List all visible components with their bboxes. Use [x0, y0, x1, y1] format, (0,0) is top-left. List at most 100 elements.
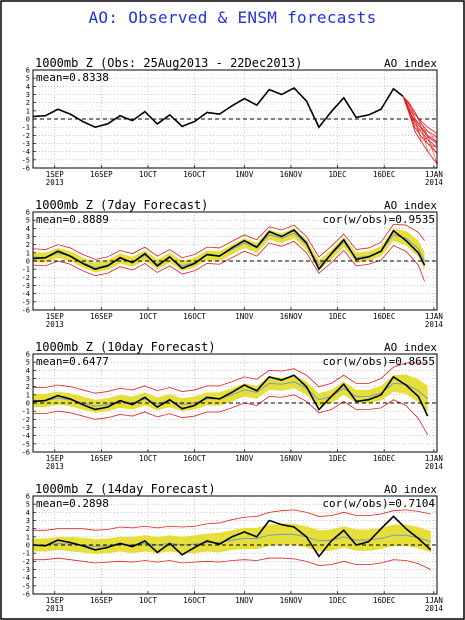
y-tick-label: -4	[22, 574, 30, 582]
x-tick-label: 1DEC	[329, 312, 347, 321]
y-tick-label: -4	[22, 432, 30, 440]
y-tick-label: 1	[26, 107, 30, 115]
observed-line	[32, 87, 404, 129]
x-tick-label: 16NOV	[280, 454, 303, 463]
x-tick-year-label: 2014	[425, 604, 444, 613]
y-tick-label: -5	[22, 298, 30, 306]
y-tick-label: 3	[26, 233, 30, 241]
y-tick-label: 6	[26, 67, 30, 75]
x-tick-label: 1DEC	[329, 170, 347, 179]
x-tick-label: 16OCT	[183, 596, 206, 605]
index-label: AO index	[384, 57, 437, 70]
x-tick-label: 1JAN	[425, 454, 443, 463]
forecast-cross-line	[421, 136, 428, 140]
y-tick-label: 3	[26, 517, 30, 525]
ensemble-mean-line	[32, 232, 426, 269]
x-tick-label: 16NOV	[280, 312, 303, 321]
x-tick-label: 16OCT	[183, 312, 206, 321]
spread-lower-line	[33, 557, 431, 570]
x-tick-label: 16NOV	[280, 170, 303, 179]
panel-title: 1000mb Z (7day Forecast)	[35, 198, 208, 212]
forecast-cross-line	[427, 143, 438, 152]
x-tick-year-label: 2013	[46, 462, 64, 471]
y-tick-label: 3	[26, 91, 30, 99]
x-tick-label: 16SEP	[90, 596, 113, 605]
forecast-cross-line	[408, 113, 416, 122]
x-tick-label: 16DEC	[373, 312, 396, 321]
y-tick-label: -2	[22, 132, 30, 140]
panel-0: 1000mb Z (Obs: 25Aug2013 - 22Dec2013) AO …	[22, 56, 444, 187]
y-tick-label: 0	[26, 400, 30, 408]
x-tick-label: 16NOV	[280, 596, 303, 605]
observed-line	[32, 229, 426, 271]
y-tick-label: 0	[26, 116, 30, 124]
forecast-cross-line	[427, 139, 438, 154]
x-tick-year-label: 2014	[425, 462, 444, 471]
x-tick-label: 16SEP	[90, 170, 113, 179]
panel-3: 1000mb Z (14day Forecast) AO index mean=0.…	[22, 482, 444, 613]
x-tick-label: 16DEC	[373, 454, 396, 463]
spread-upper-line	[33, 509, 431, 531]
forecast-cross-line	[427, 143, 438, 148]
y-tick-label: 2	[26, 241, 30, 249]
y-tick-label: 5	[26, 217, 30, 225]
y-tick-label: 0	[26, 258, 30, 266]
correlation-label: cor(w/obs)=0.7104	[322, 497, 435, 510]
x-tick-label: 1NOV	[235, 312, 254, 321]
spread-upper-line	[32, 223, 425, 260]
x-tick-label: 16SEP	[90, 312, 113, 321]
ensemble-mean-line	[33, 381, 429, 407]
x-tick-label: 16OCT	[183, 454, 206, 463]
mean-label: mean=0.8338	[36, 71, 109, 84]
x-tick-label: 1JAN	[425, 596, 443, 605]
x-tick-label: 16SEP	[90, 454, 113, 463]
y-tick-label: 3	[26, 375, 30, 383]
y-tick-label: -1	[22, 550, 30, 558]
x-tick-year-label: 2013	[46, 320, 64, 329]
panel-1: 1000mb Z (7day Forecast) AO index mean=0.8…	[22, 198, 444, 329]
correlation-label: cor(w/obs)=0.9535	[322, 213, 435, 226]
x-tick-label: 16DEC	[373, 170, 396, 179]
x-tick-label: 16OCT	[183, 170, 206, 179]
y-tick-label: -5	[22, 440, 30, 448]
forecast-cross-line	[408, 106, 416, 133]
x-tick-year-label: 2014	[425, 320, 444, 329]
y-tick-label: 2	[26, 383, 30, 391]
forecast-cross-line	[415, 127, 422, 133]
y-tick-label: 1	[26, 249, 30, 257]
x-tick-label: 1OCT	[139, 454, 158, 463]
x-tick-label: 1DEC	[329, 596, 347, 605]
y-tick-label: -4	[22, 148, 30, 156]
spread-lower-line	[33, 394, 429, 436]
y-tick-label: 1	[26, 391, 30, 399]
y-tick-label: 0	[26, 542, 30, 550]
forecast-cross-line	[421, 123, 428, 136]
forecast-cross-line	[408, 110, 416, 116]
correlation-label: cor(w/obs)=0.8655	[322, 355, 435, 368]
forecast-cross-line	[402, 95, 410, 105]
y-tick-label: 4	[26, 509, 30, 517]
y-tick-label: 6	[26, 209, 30, 217]
forecast-member-line	[402, 95, 438, 138]
panel-title: 1000mb Z (Obs: 25Aug2013 - 22Dec2013)	[35, 56, 302, 70]
y-tick-label: 5	[26, 501, 30, 509]
y-tick-label: -3	[22, 282, 30, 290]
y-tick-label: -1	[22, 124, 30, 132]
x-tick-year-label: 2014	[425, 178, 444, 187]
x-tick-label: 1OCT	[139, 170, 158, 179]
x-tick-label: 1SEP	[46, 312, 65, 321]
y-tick-label: -5	[22, 582, 30, 590]
y-tick-label: -6	[22, 165, 30, 173]
mean-label: mean=0.8889	[36, 213, 109, 226]
y-tick-label: -3	[22, 424, 30, 432]
mean-label: mean=0.6477	[36, 355, 109, 368]
x-tick-year-label: 2013	[46, 604, 64, 613]
y-tick-label: -3	[22, 140, 30, 148]
y-tick-label: 5	[26, 359, 30, 367]
forecast-cross-line	[408, 102, 416, 120]
spread-upper-line	[33, 362, 428, 394]
main-title: AO: Observed & ENSM forecasts	[88, 8, 377, 27]
y-tick-label: 5	[26, 75, 30, 83]
x-tick-label: 1SEP	[46, 170, 65, 179]
panel-title: 1000mb Z (10day Forecast)	[35, 340, 216, 354]
